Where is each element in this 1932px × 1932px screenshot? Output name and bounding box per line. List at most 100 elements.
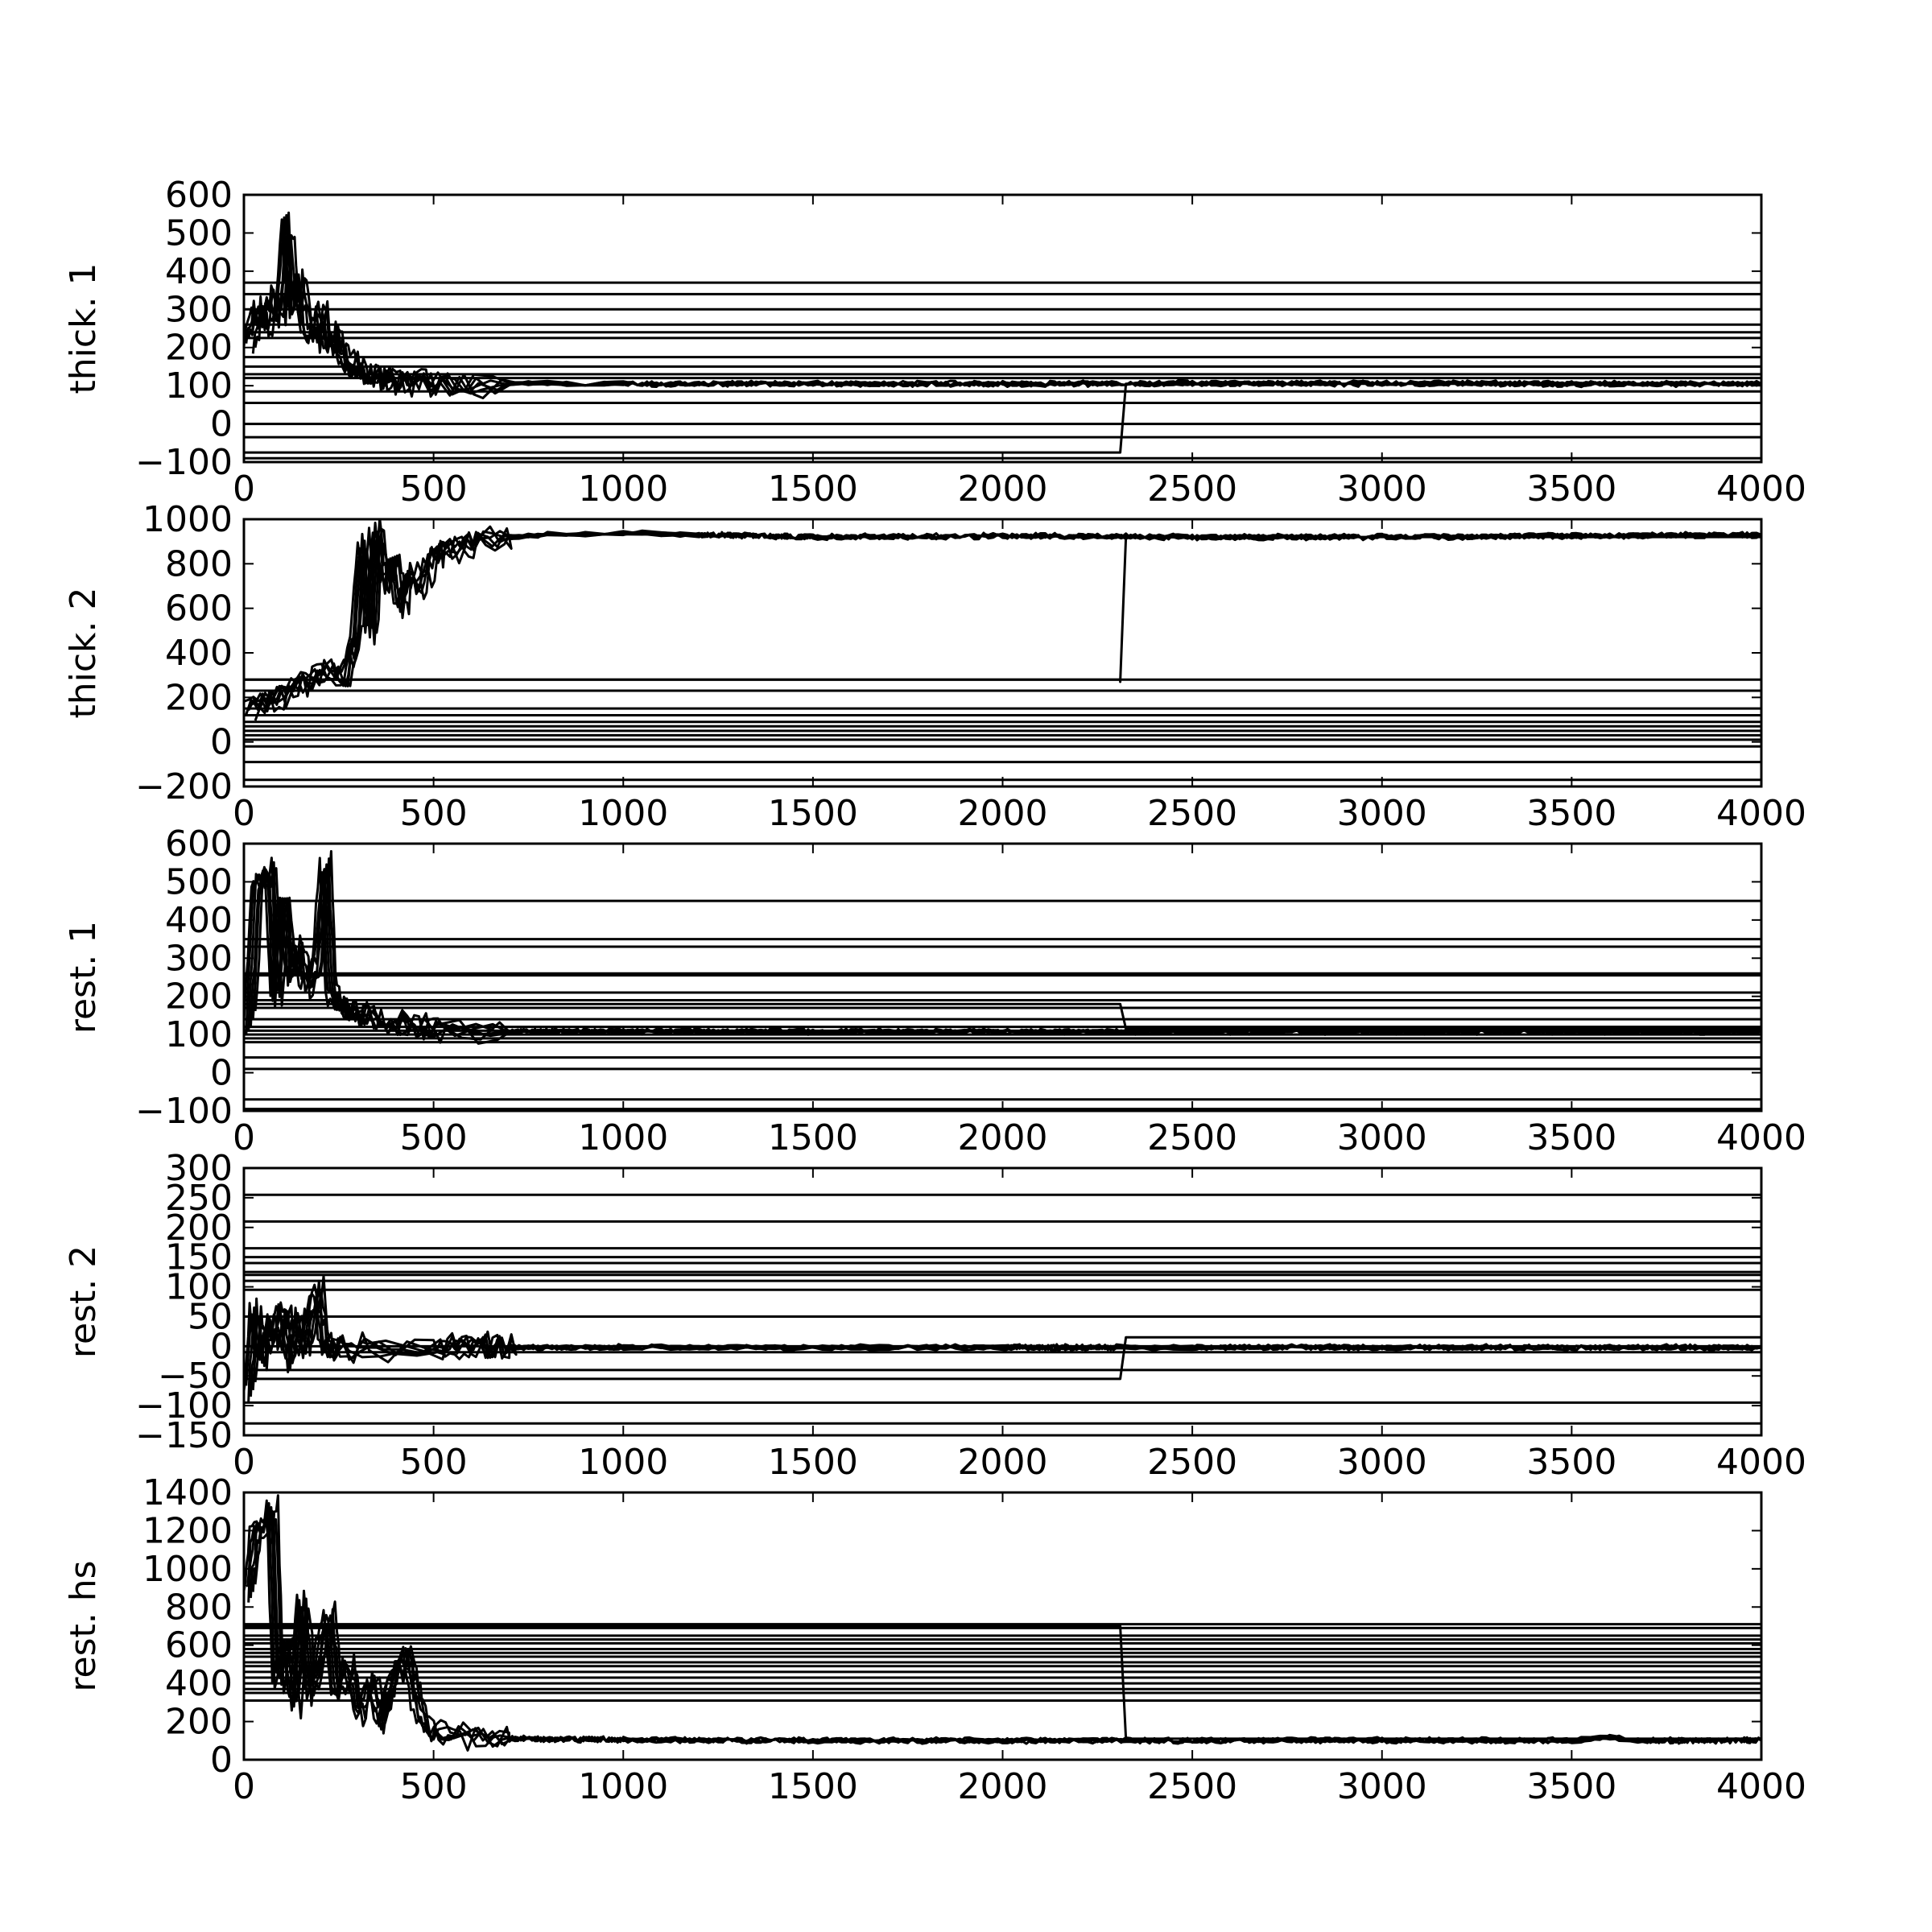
outlier-trace [244, 382, 1761, 454]
x-tick-label: 2500 [1147, 1442, 1237, 1483]
sample-trace [254, 526, 1761, 721]
outlier-trace [244, 535, 1761, 683]
y-tick-label: 300 [165, 289, 233, 330]
plot-area [244, 519, 1761, 782]
x-tick-label: 1000 [578, 1117, 668, 1158]
y-tick-label: 200 [165, 976, 233, 1018]
x-tick-label: 3500 [1526, 469, 1616, 510]
y-tick-label: 250 [165, 1178, 233, 1219]
y-tick-label: 1400 [142, 1472, 233, 1513]
sample-trace [254, 1274, 1761, 1383]
y-tick-label: 300 [165, 1148, 233, 1189]
sample-trace [251, 236, 1761, 396]
panel-2: 0 500 1000 1500 2000 2500 3000 3500 4000−2000200… [63, 499, 1806, 834]
plot-area [244, 850, 1761, 1111]
y-axis-label: rest. 1 [63, 921, 104, 1034]
axes-frame [242, 1166, 1763, 1437]
sample-trace [254, 1494, 1761, 1752]
x-tick-label: 1500 [768, 469, 858, 510]
panel-3: 0 500 1000 1500 2000 2500 3000 3500 4000−1000100… [63, 824, 1806, 1158]
x-tick-label: 1000 [578, 793, 668, 834]
x-tick-label: 1500 [768, 793, 858, 834]
y-tick-label: 400 [165, 900, 233, 941]
x-tick-label: 500 [400, 1442, 468, 1483]
y-tick-label: 600 [165, 588, 233, 630]
y-tick-label: 100 [165, 1014, 233, 1055]
y-tick-label: 1200 [142, 1510, 233, 1551]
x-tick-label: 500 [400, 793, 468, 834]
panel-1: 0 500 1000 1500 2000 2500 3000 3500 4000−1000100… [63, 175, 1806, 510]
x-tick-label: 3500 [1526, 1766, 1616, 1807]
plot-area [244, 211, 1761, 460]
x-tick-label: 2500 [1147, 1117, 1237, 1158]
sample-trace [244, 1499, 1761, 1744]
y-axis-label: thick. 1 [63, 262, 104, 394]
y-tick-label: 100 [165, 1267, 233, 1308]
x-tick-label: 3000 [1337, 793, 1427, 834]
y-tick-label: 300 [165, 938, 233, 979]
x-tick-label: 0 [233, 469, 255, 510]
y-tick-label: −100 [135, 1385, 233, 1426]
x-tick-label: 2500 [1147, 1766, 1237, 1807]
x-tick-label: 0 [233, 1766, 255, 1807]
y-tick-label: 600 [165, 175, 233, 216]
axes-frame [242, 842, 1763, 1113]
y-tick-label: 50 [188, 1296, 233, 1337]
y-tick-label: 200 [165, 677, 233, 718]
y-tick-label: 800 [165, 1587, 233, 1628]
y-tick-label: −50 [158, 1356, 233, 1397]
axes-frame [242, 193, 1763, 464]
y-tick-label: 200 [165, 1208, 233, 1249]
y-tick-label: 400 [165, 251, 233, 292]
x-tick-label: 2000 [958, 793, 1048, 834]
plot-area [244, 1193, 1761, 1425]
x-tick-label: 1500 [768, 1766, 858, 1807]
panels: 0 500 1000 1500 2000 2500 3000 3500 4000−1000100… [63, 175, 1806, 1807]
sample-trace [247, 530, 1761, 712]
y-tick-label: 0 [210, 404, 233, 445]
x-tick-label: 500 [400, 469, 468, 510]
y-tick-label: −200 [135, 766, 233, 807]
x-tick-label: 1000 [578, 1442, 668, 1483]
x-tick-label: 500 [400, 1117, 468, 1158]
sample-trace [252, 525, 1761, 712]
y-tick-label: 150 [165, 1237, 233, 1278]
y-tick-label: 200 [165, 328, 233, 369]
x-tick-label: 4000 [1716, 793, 1806, 834]
y-tick-label: 600 [165, 824, 233, 865]
plot-area [244, 1494, 1761, 1752]
y-tick-label: 800 [165, 543, 233, 584]
y-tick-label: 0 [210, 1740, 233, 1781]
x-tick-label: 3500 [1526, 1117, 1616, 1158]
x-tick-label: 4000 [1716, 1117, 1806, 1158]
x-tick-label: 3000 [1337, 1117, 1427, 1158]
y-tick-label: 0 [210, 1326, 233, 1367]
y-tick-label: −150 [135, 1415, 233, 1456]
x-tick-label: 0 [233, 793, 255, 834]
x-tick-label: 3000 [1337, 1442, 1427, 1483]
sample-trace [250, 211, 1761, 397]
x-tick-label: 0 [233, 1442, 255, 1483]
y-tick-label: 600 [165, 1625, 233, 1666]
x-tick-label: 1000 [578, 1766, 668, 1807]
panel-5: 0 500 1000 1500 2000 2500 3000 3500 4000 02004006… [63, 1472, 1806, 1807]
x-tick-label: 2000 [958, 1766, 1048, 1807]
sample-trace [250, 857, 1761, 1045]
x-tick-label: 2500 [1147, 469, 1237, 510]
x-tick-label: 1000 [578, 469, 668, 510]
outlier-trace [244, 1335, 1761, 1381]
x-tick-label: 3000 [1337, 1766, 1427, 1807]
sample-trace [244, 218, 1761, 391]
x-tick-label: 4000 [1716, 1442, 1806, 1483]
y-tick-label: 100 [165, 365, 233, 407]
x-tick-label: 4000 [1716, 469, 1806, 510]
x-tick-label: 0 [233, 1117, 255, 1158]
sample-trace [245, 216, 1761, 393]
y-tick-label: 1000 [142, 1549, 233, 1590]
x-tick-label: 2000 [958, 469, 1048, 510]
sample-trace [251, 857, 1761, 1041]
x-tick-label: 3500 [1526, 793, 1616, 834]
y-axis-label: rest. hs [63, 1560, 104, 1691]
x-tick-label: 1500 [768, 1442, 858, 1483]
y-axis-label: thick. 2 [63, 587, 104, 718]
